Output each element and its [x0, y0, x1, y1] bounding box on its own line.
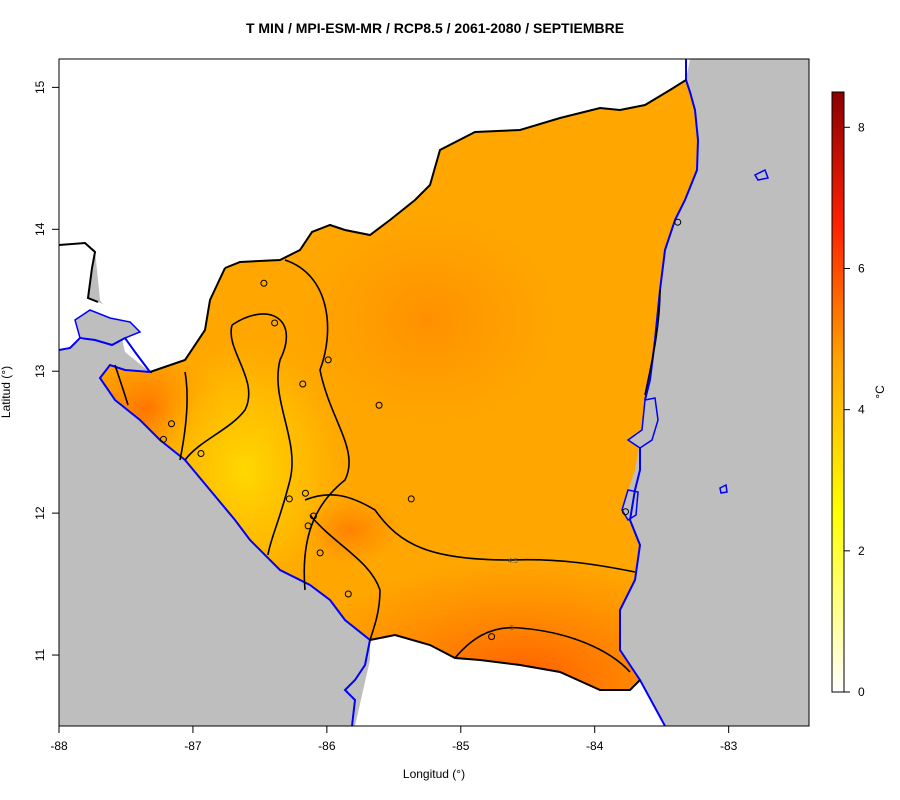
- y-tick-label: 12: [33, 506, 47, 520]
- station-marker: [301, 489, 309, 497]
- costa-rica-border: [369, 633, 641, 691]
- station-marker: [285, 495, 293, 503]
- honduras-north: [59, 59, 690, 372]
- station-marker: [299, 380, 307, 388]
- y-tick-label: 11: [33, 648, 47, 661]
- honduras-west-border: [149, 267, 226, 373]
- colorbar-tick-label: 0: [858, 685, 865, 699]
- colorbar: [831, 91, 845, 693]
- y-tick-label: 14: [33, 222, 47, 236]
- x-tick-label: -85: [452, 739, 470, 753]
- corn-island: [719, 483, 728, 494]
- station-marker: [407, 495, 415, 503]
- y-tick-label: 15: [33, 80, 47, 94]
- colorbar-label: °C: [873, 385, 887, 399]
- colorbar-tick-label: 2: [858, 544, 865, 558]
- costa-rica-land: [355, 635, 665, 726]
- pearl-lagoon: [626, 397, 659, 449]
- caribbean-cays: [753, 168, 770, 181]
- colorbar-tick-label: 6: [858, 261, 865, 275]
- station-marker: [309, 512, 317, 520]
- map-title: T MIN / MPI-ESM-MR / RCP8.5 / 2061-2080 …: [245, 20, 625, 36]
- warm-managua-field: [300, 495, 400, 565]
- contour-label-5: 5: [510, 625, 514, 632]
- station-marker: [622, 508, 630, 516]
- station-marker: [674, 218, 682, 226]
- station-marker: [344, 590, 352, 598]
- x-axis-label: Longitud (°): [403, 767, 465, 781]
- y-tick-label: 13: [33, 364, 47, 378]
- honduras-border: [224, 79, 687, 269]
- contour-label-4-5: 4.5: [508, 558, 518, 565]
- colorbar-tick-label: 4: [858, 403, 865, 417]
- x-tick-label: -83: [720, 739, 738, 753]
- station-marker: [375, 401, 383, 409]
- station-marker: [168, 420, 175, 428]
- station-marker: [304, 522, 312, 530]
- x-tick-label: -87: [184, 739, 202, 753]
- warm-center-field: [300, 210, 560, 430]
- pacific-coastline: [59, 336, 371, 726]
- station-marker: [316, 549, 324, 557]
- station-marker: [271, 319, 279, 327]
- x-tick-label: -84: [586, 739, 604, 753]
- contour-lines: [114, 259, 661, 673]
- station-marker: [260, 279, 268, 287]
- station-marker: [159, 435, 167, 443]
- x-tick-label: -88: [50, 739, 68, 753]
- station-marker: [488, 633, 496, 641]
- colorbar-tick-label: 8: [858, 120, 865, 134]
- station-marker: [197, 450, 205, 458]
- honduras-interior-line: [59, 241, 99, 303]
- x-tick-label: -86: [318, 739, 336, 753]
- station-marker: [324, 356, 332, 364]
- y-axis-label: Latitud (°): [0, 366, 13, 418]
